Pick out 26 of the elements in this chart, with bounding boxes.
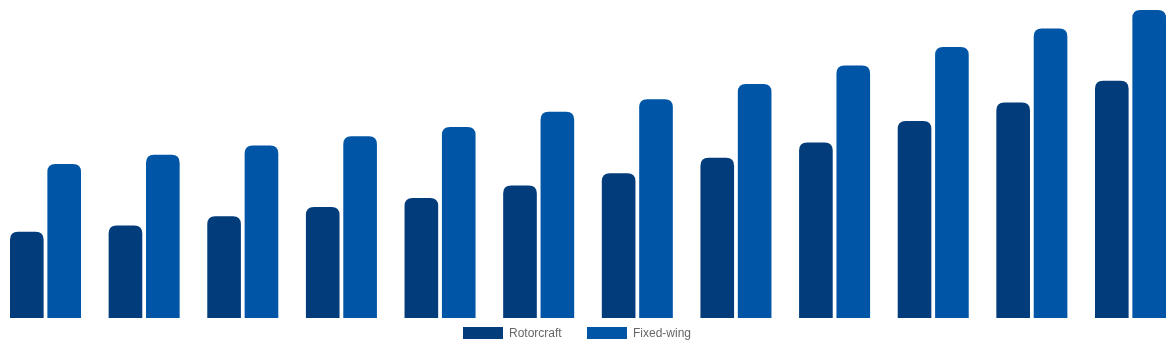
bar — [10, 231, 44, 318]
bar — [244, 145, 279, 318]
bar — [146, 154, 180, 318]
bar — [207, 216, 241, 318]
bar — [601, 173, 636, 318]
bar — [108, 225, 143, 318]
bar — [799, 142, 833, 318]
bar — [1132, 10, 1166, 318]
bar — [305, 207, 340, 318]
bar — [836, 65, 871, 318]
bar — [404, 197, 439, 318]
bar — [47, 164, 82, 318]
legend-label: Fixed-wing — [633, 326, 692, 340]
bar — [996, 102, 1030, 318]
bar — [639, 99, 673, 318]
bar — [540, 111, 575, 318]
bar — [1033, 28, 1068, 318]
bar — [700, 157, 735, 318]
bar — [897, 120, 932, 318]
bar — [343, 136, 377, 318]
legend-label: Rotorcraft — [509, 326, 563, 340]
bar — [503, 185, 537, 318]
bar — [441, 127, 476, 318]
bar — [737, 83, 772, 318]
bar — [1094, 80, 1129, 318]
bar — [935, 46, 969, 318]
